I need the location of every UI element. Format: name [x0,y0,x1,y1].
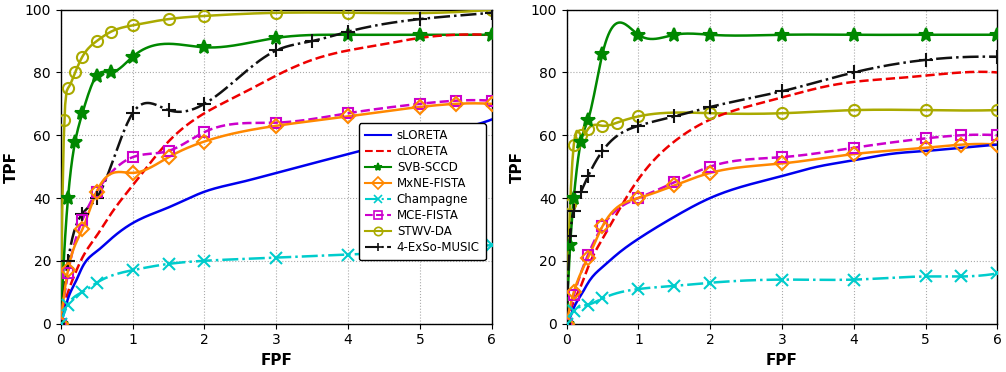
Y-axis label: TPF: TPF [4,151,19,183]
X-axis label: FPF: FPF [766,353,798,368]
X-axis label: FPF: FPF [261,353,292,368]
Y-axis label: TPF: TPF [510,151,525,183]
Legend: sLORETA, cLORETA, SVB-SCCD, MxNE-FISTA, Champagne, MCE-FISTA, STWV-DA, 4-ExSo-MU: sLORETA, cLORETA, SVB-SCCD, MxNE-FISTA, … [359,124,486,260]
